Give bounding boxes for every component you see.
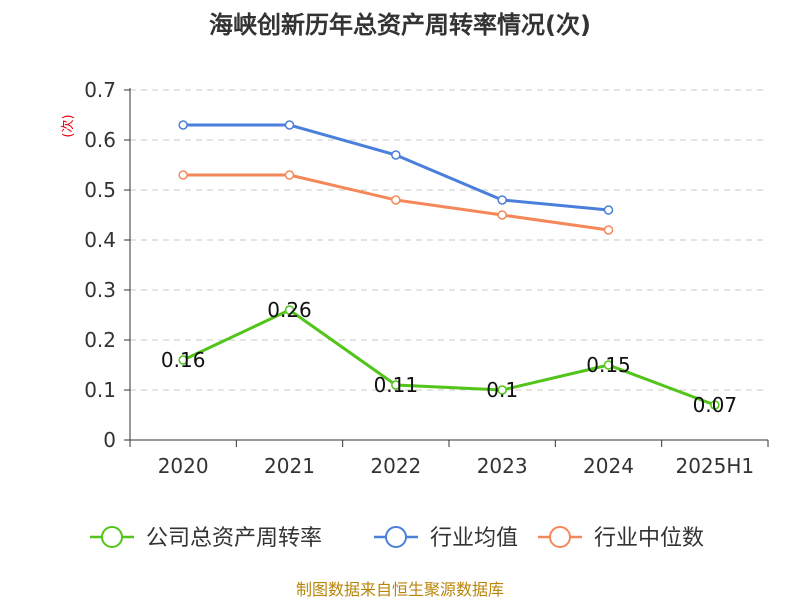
- data-point: [497, 385, 507, 395]
- x-tick-label: 2022: [370, 454, 421, 478]
- data-point: [497, 210, 507, 220]
- legend-label: 行业中位数: [594, 526, 704, 551]
- legend-marker: [101, 526, 123, 548]
- data-point: [284, 120, 295, 130]
- series-group: [178, 120, 720, 410]
- legend-marker: [385, 526, 407, 548]
- legend-item-2[interactable]: 行业中位数: [538, 526, 704, 551]
- data-label: 0.16: [161, 348, 206, 372]
- y-tick-label: 0.5: [84, 178, 116, 202]
- y-tick-label: 0.4: [84, 228, 116, 252]
- axes: 0 0.1 0.2 0.3 0.4 0.5 0.6 0.7 2020 2021 2022 2023 20…: [84, 78, 769, 478]
- series-line-0: [182, 308, 716, 407]
- data-label: 0.1: [486, 378, 518, 402]
- data-point: [391, 380, 401, 390]
- data-point: [497, 195, 507, 205]
- data-point: [178, 120, 188, 130]
- data-label: 0.07: [693, 393, 738, 417]
- data-point: [391, 195, 401, 205]
- legend-item-0[interactable]: 公司总资产周转率: [90, 526, 322, 551]
- data-point: [603, 225, 614, 235]
- legend-label: 公司总资产周转率: [146, 526, 322, 551]
- y-axis-label: (次): [60, 114, 76, 137]
- legend[interactable]: 公司总资产周转率 行业均值 行业中位数: [90, 526, 704, 551]
- x-tick-label: 2020: [158, 454, 209, 478]
- x-tick-label: 2025H1: [675, 454, 754, 478]
- data-point: [603, 205, 614, 215]
- data-point: [603, 360, 614, 370]
- data-point: [178, 355, 188, 365]
- data-point: [284, 305, 295, 315]
- x-tick-label: 2024: [583, 454, 634, 478]
- data-point: [284, 170, 295, 180]
- data-label: 0.11: [374, 373, 419, 397]
- data-point: [178, 170, 188, 180]
- y-tick-label: 0.1: [84, 378, 116, 402]
- y-tick-label: 0.7: [84, 78, 116, 102]
- source-note: 制图数据来自恒生聚源数据库: [296, 580, 504, 599]
- x-tick-label: 2023: [477, 454, 528, 478]
- data-point: [710, 400, 720, 410]
- y-tick-label: 0.3: [84, 278, 116, 302]
- data-point: [391, 150, 401, 160]
- data-label: 0.26: [267, 298, 312, 322]
- legend-item-1[interactable]: 行业均值: [374, 526, 518, 551]
- chart-title: 海峡创新历年总资产周转率情况(次): [209, 11, 591, 39]
- legend-label: 行业均值: [430, 526, 518, 551]
- x-tick-label: 2021: [264, 454, 315, 478]
- data-labels: 0.16 0.26 0.11 0.1 0.15 0.07: [161, 298, 737, 417]
- data-label: 0.15: [586, 353, 631, 377]
- y-tick-label: 0.2: [84, 328, 116, 352]
- grid-lines: [130, 89, 768, 391]
- y-tick-label: 0: [103, 428, 116, 452]
- legend-marker: [549, 526, 571, 548]
- y-tick-label: 0.6: [84, 128, 116, 152]
